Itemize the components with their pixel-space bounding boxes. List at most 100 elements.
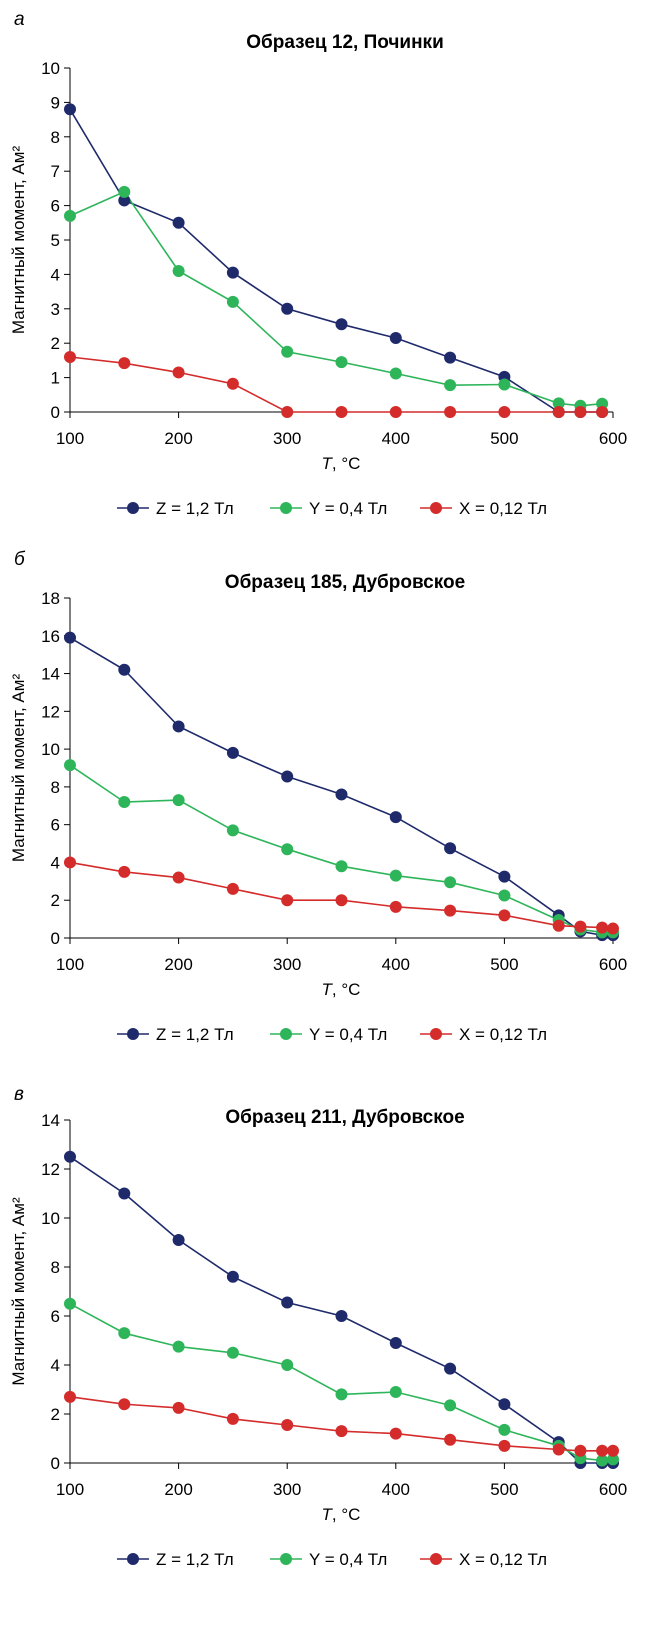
data-point	[596, 1454, 609, 1467]
legend-label: X = 0,12 Тл	[459, 1550, 547, 1569]
data-point	[389, 869, 402, 882]
panel-letter: б	[14, 549, 26, 570]
data-point	[596, 1444, 609, 1457]
series-line-1	[69, 108, 603, 413]
legend-swatch-marker	[430, 502, 442, 514]
x-axis-label-unit: , °C	[332, 980, 361, 999]
data-point	[552, 397, 565, 410]
y-tick-label: 12	[41, 702, 60, 721]
data-point	[596, 397, 609, 410]
y-tick-label: 18	[41, 589, 60, 608]
data-point	[389, 406, 402, 418]
y-tick-label: 12	[41, 1160, 60, 1179]
x-tick-label: 600	[599, 1480, 627, 1499]
y-axis-label: Магнитный момент, Ам²	[9, 674, 28, 863]
data-point	[498, 406, 511, 418]
legend-swatch-marker	[280, 1028, 292, 1040]
data-point	[172, 871, 185, 884]
x-tick-label: 200	[164, 955, 192, 974]
x-tick-label: 400	[382, 1480, 410, 1499]
x-tick-label: 300	[273, 955, 301, 974]
data-point	[335, 788, 348, 801]
data-point	[64, 759, 76, 772]
data-point	[64, 209, 76, 222]
data-point	[226, 824, 239, 837]
legend-swatch-marker	[127, 502, 139, 514]
data-point	[64, 1297, 76, 1310]
chart-panel-2: б Образец 185, Дубровское 0 2 4 6 8 10 12 14 16 18 1…	[9, 549, 627, 1044]
data-point	[226, 1270, 239, 1283]
y-tick-label: 0	[51, 1454, 60, 1473]
y-tick-label: 4	[51, 853, 60, 872]
data-point	[281, 770, 294, 783]
y-tick-label: 14	[41, 665, 60, 684]
x-tick-label: 400	[382, 429, 410, 448]
data-point	[389, 900, 402, 913]
data-point	[444, 904, 457, 917]
data-point	[118, 185, 131, 198]
data-point	[498, 378, 511, 391]
y-tick-label: 6	[51, 197, 60, 216]
y-tick-label: 1	[51, 369, 60, 388]
data-point	[335, 1310, 348, 1322]
data-point	[389, 1385, 402, 1398]
x-axis-label: T, °C	[322, 980, 361, 999]
data-point	[172, 1401, 185, 1414]
chart-panel-3: в Образец 211, Дубровское 0 2 4 6 8 10 12 14 100 20…	[9, 1084, 627, 1569]
legend-swatch-marker	[430, 1028, 442, 1040]
legend-swatch-marker	[127, 1553, 139, 1565]
data-point	[574, 920, 587, 933]
x-axis-label-symbol: T	[322, 454, 334, 473]
series-line-3	[69, 356, 603, 413]
x-axis-label-symbol: T	[322, 980, 334, 999]
data-point	[335, 894, 348, 907]
series-line-2	[69, 190, 603, 407]
x-axis-label: T, °C	[322, 1505, 361, 1524]
data-point	[226, 1412, 239, 1425]
x-tick-label: 600	[599, 429, 627, 448]
data-point	[281, 843, 294, 856]
data-point	[444, 1362, 457, 1375]
data-point	[118, 865, 131, 878]
x-tick-label: 100	[56, 1480, 84, 1499]
data-point	[552, 919, 565, 932]
data-point	[64, 1150, 76, 1163]
data-point	[64, 1390, 76, 1403]
panel-letter: а	[14, 9, 25, 30]
data-point	[226, 377, 239, 390]
data-point	[389, 367, 402, 380]
chart-title: Образец 211, Дубровское	[225, 1107, 464, 1128]
data-point	[607, 1444, 619, 1457]
data-point	[64, 631, 76, 644]
data-point	[444, 876, 457, 889]
series-line-1	[69, 1156, 613, 1464]
data-point	[226, 882, 239, 895]
data-point	[172, 720, 185, 733]
x-tick-label: 100	[56, 955, 84, 974]
data-point	[172, 1340, 185, 1353]
chart-title: Образец 12, Починки	[246, 32, 444, 53]
legend-label: Z = 1,2 Тл	[156, 1550, 234, 1569]
data-point	[281, 345, 294, 358]
data-point	[118, 663, 131, 676]
data-point	[444, 1399, 457, 1412]
data-point	[281, 1296, 294, 1309]
y-tick-label: 10	[41, 1209, 60, 1228]
data-point	[552, 1443, 565, 1456]
x-axis-label: T, °C	[322, 454, 361, 473]
y-tick-label: 8	[51, 778, 60, 797]
data-point	[64, 350, 76, 363]
data-point	[118, 1187, 131, 1200]
legend-label: Y = 0,4 Тл	[309, 1550, 387, 1569]
data-point	[335, 860, 348, 873]
legend-swatch-marker	[280, 1553, 292, 1565]
data-point	[389, 811, 402, 824]
y-tick-label: 10	[41, 740, 60, 759]
y-tick-label: 4	[51, 265, 60, 284]
data-point	[444, 379, 457, 392]
data-point	[552, 406, 565, 418]
y-axis-label: Магнитный момент, Ам²	[9, 1197, 28, 1386]
data-point	[444, 1433, 457, 1446]
data-point	[226, 1346, 239, 1359]
